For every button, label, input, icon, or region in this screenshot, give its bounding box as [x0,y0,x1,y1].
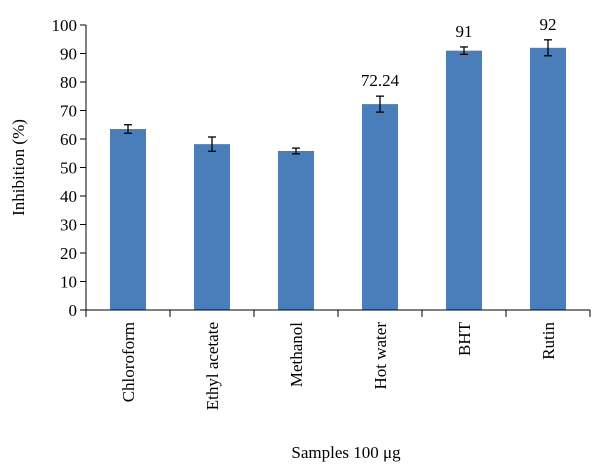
y-tick-label-7: 70 [60,102,77,121]
y-tick-label-9: 90 [60,45,77,64]
category-label-1: Ethyl acetate [203,322,222,410]
category-labels: Chloroform Ethyl acetate Methanol Hot water… [119,321,558,410]
data-label-5: 92 [540,15,557,34]
bar-series [110,47,566,311]
data-label-3: 72.24 [361,71,400,90]
y-axis-title: Inhibition (%) [9,119,28,216]
bar-3 [362,104,398,310]
error-bars [124,39,552,155]
category-label-3: Hot water [371,322,390,390]
x-axis-title: Samples 100 μg [291,443,401,462]
y-tick-label-5: 50 [60,159,77,178]
y-tick-label-3: 30 [60,216,77,235]
bar-0 [110,129,146,310]
error-bar-4 [460,46,468,56]
category-label-5: Rutin [539,322,558,360]
error-bar-1 [208,136,216,152]
error-bar-5 [544,39,552,57]
y-tick-label-1: 10 [60,273,77,292]
y-tick-label-10: 100 [52,16,78,35]
y-tick-label-0: 0 [69,301,78,320]
bar-4 [446,50,482,311]
y-axis-ticks: 0 10 20 30 40 50 60 70 80 90 100 [52,16,86,320]
data-label-4: 91 [456,22,473,41]
bar-2 [278,150,314,310]
bar-5 [530,47,566,311]
error-bar-2 [292,147,300,155]
data-labels: 72.24 91 92 [361,15,557,90]
x-axis-ticks [85,310,591,317]
y-tick-label-6: 60 [60,130,77,149]
bar-1 [194,144,230,310]
category-label-0: Chloroform [119,322,138,402]
y-tick-label-8: 80 [60,73,77,92]
category-label-2: Methanol [287,322,306,387]
error-bar-0 [124,124,132,134]
y-tick-label-4: 40 [60,187,77,206]
error-bar-3 [376,95,384,113]
y-tick-label-2: 20 [60,244,77,263]
category-label-4: BHT [455,321,474,356]
